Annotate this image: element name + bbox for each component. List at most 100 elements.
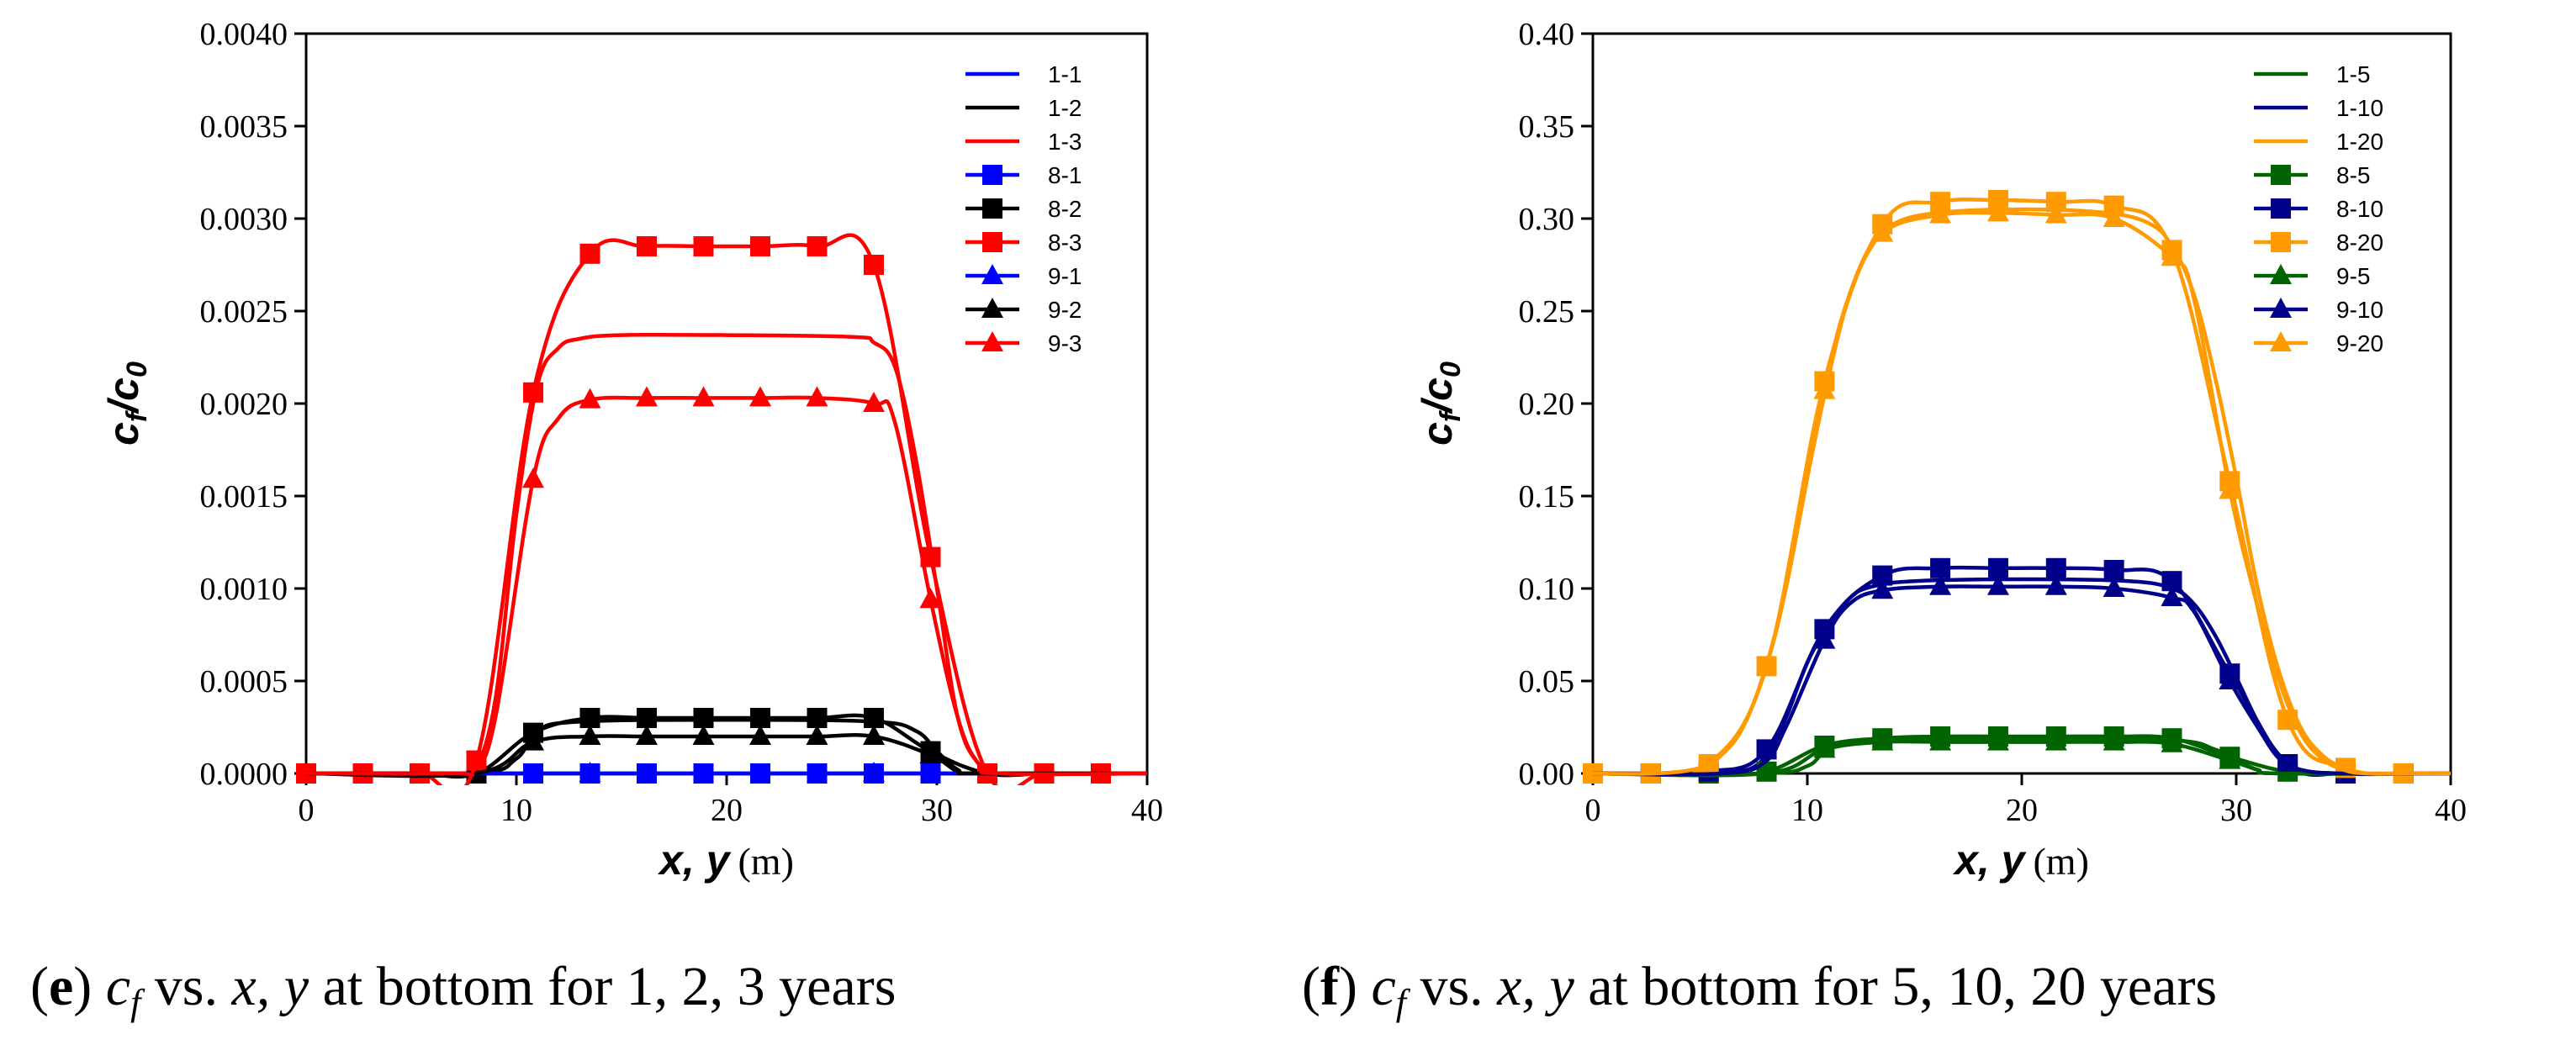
legend-label-9-2: 9-2	[1048, 297, 1082, 323]
data-point-9-20	[2161, 245, 2183, 267]
x-tick-label: 40	[2435, 793, 2467, 828]
data-point-9-10	[1871, 578, 1894, 599]
legend-marker-8-5	[2271, 165, 2291, 185]
data-point-9-3	[692, 386, 715, 407]
legend-label-8-20: 8-20	[2336, 230, 2383, 256]
data-point-9-20	[1871, 221, 1894, 242]
data-point-8-3	[523, 382, 543, 403]
y-tick-label: 0.30	[1519, 202, 1575, 237]
data-point-9-2	[692, 725, 715, 745]
legend-label-8-2: 8-2	[1048, 196, 1082, 222]
y-tick-label: 0.05	[1519, 664, 1575, 699]
data-point-9-1	[863, 762, 885, 782]
legend-label-8-3: 8-3	[1048, 230, 1082, 256]
series-line-1-2	[305, 717, 1148, 777]
plot-frame	[1591, 32, 2452, 775]
y-tick-label: 0.0015	[200, 479, 288, 515]
plot-frame	[304, 32, 1149, 775]
x-tick-label: 30	[2220, 793, 2252, 828]
legend-label-1-2: 1-2	[1048, 95, 1082, 121]
data-point-9-20	[2044, 203, 2067, 224]
x-tick-label: 0	[1585, 793, 1601, 828]
data-point-8-3	[750, 236, 770, 256]
legend-marker-8-10	[2271, 198, 2291, 219]
legend-marker-9-5	[2270, 264, 2292, 284]
y-tick-label: 0.35	[1519, 109, 1575, 145]
series-line-9-20	[1592, 210, 2451, 776]
chart-panel-f: 0.00 0.05 0.10 0.15 0.20 0.25 0.30 0.35 0.40 0 10 2…	[1414, 17, 2467, 884]
data-point-9-5	[2044, 730, 2067, 751]
data-point-9-2	[636, 725, 658, 745]
series-line-1-3	[305, 332, 1148, 778]
data-point-9-2	[806, 725, 828, 745]
y-axis-label: cf/c0	[100, 362, 153, 446]
legend-label-9-3: 9-3	[1048, 330, 1082, 356]
legend-marker-8-20	[2271, 232, 2291, 252]
data-point-9-20	[1986, 201, 2009, 222]
data-point-9-2	[522, 730, 544, 751]
data-point-8-3	[579, 243, 600, 264]
series-line-1-10	[1592, 577, 2452, 777]
legend-marker-8-1	[982, 165, 1002, 185]
data-point-9-3	[749, 386, 771, 407]
x-tick-label: 10	[1791, 793, 1823, 828]
legend-label-1-3: 1-3	[1048, 129, 1082, 155]
legend-marker-9-2	[981, 298, 1003, 318]
data-point-9-3	[579, 388, 601, 409]
y-tick-label: 0.25	[1519, 294, 1575, 330]
data-point-9-3	[806, 386, 828, 407]
legend-marker-9-10	[2270, 298, 2292, 318]
data-point-9-5	[2161, 731, 2183, 752]
series-line-9-3	[305, 395, 1148, 778]
legend-marker-9-3	[981, 331, 1003, 351]
legend-marker-9-1	[981, 264, 1003, 284]
y-tick-label: 0.0025	[200, 294, 288, 330]
data-point-9-20	[1929, 203, 1952, 224]
y-tick-label: 0.0010	[200, 572, 288, 607]
legend-label-1-10: 1-10	[2336, 95, 2383, 121]
data-point-9-20	[2219, 478, 2241, 499]
data-point-9-10	[2161, 586, 2183, 606]
data-point-9-5	[1929, 730, 1952, 751]
data-point-9-10	[2219, 669, 2241, 689]
y-tick-label: 0.40	[1519, 17, 1575, 52]
x-tick-label: 30	[921, 793, 953, 828]
y-tick-label: 0.0030	[200, 202, 288, 237]
legend-label-8-1: 8-1	[1048, 162, 1082, 188]
caption-f: (f) cf vs. x, y at bottom for 5, 10, 20 …	[1302, 956, 2217, 1023]
y-axis-label: cf/c0	[1414, 362, 1467, 446]
data-point-9-2	[919, 743, 942, 763]
data-point-9-20	[1813, 378, 1836, 399]
data-point-9-10	[1986, 574, 2009, 595]
y-tick-label: 0.0020	[200, 387, 288, 422]
data-point-9-10	[2044, 574, 2067, 595]
data-point-9-3	[919, 588, 942, 609]
data-point-9-3	[636, 386, 658, 407]
legend-label-1-20: 1-20	[2336, 129, 2383, 155]
data-point-9-10	[1813, 628, 1836, 649]
y-tick-label: 0.0000	[200, 757, 288, 792]
x-tick-label: 40	[1131, 793, 1163, 828]
series-line-9-2	[305, 732, 1148, 778]
legend-label-9-10: 9-10	[2336, 297, 2383, 323]
y-tick-label: 0.0035	[200, 109, 288, 145]
legend-label-1-1: 1-1	[1048, 61, 1082, 87]
data-point-9-5	[1871, 730, 1894, 751]
data-point-8-3	[864, 255, 884, 275]
x-tick-label: 20	[2006, 793, 2038, 828]
legend-marker-8-3	[982, 232, 1002, 252]
data-point-9-20	[2103, 207, 2125, 227]
legend-label-1-5: 1-5	[2336, 61, 2370, 87]
legend-label-8-5: 8-5	[2336, 162, 2370, 188]
legend-marker-8-2	[982, 198, 1002, 219]
data-point-9-5	[2103, 730, 2125, 751]
series-line-1-20	[1592, 207, 2451, 776]
x-axis-label: x, y (m)	[1952, 837, 2089, 884]
legend-marker-9-20	[2270, 331, 2292, 351]
data-point-8-3	[693, 236, 714, 256]
data-point-9-3	[863, 392, 885, 412]
data-point-9-5	[2219, 748, 2241, 769]
x-axis-label: x, y (m)	[657, 837, 794, 884]
data-point-9-3	[522, 467, 544, 488]
